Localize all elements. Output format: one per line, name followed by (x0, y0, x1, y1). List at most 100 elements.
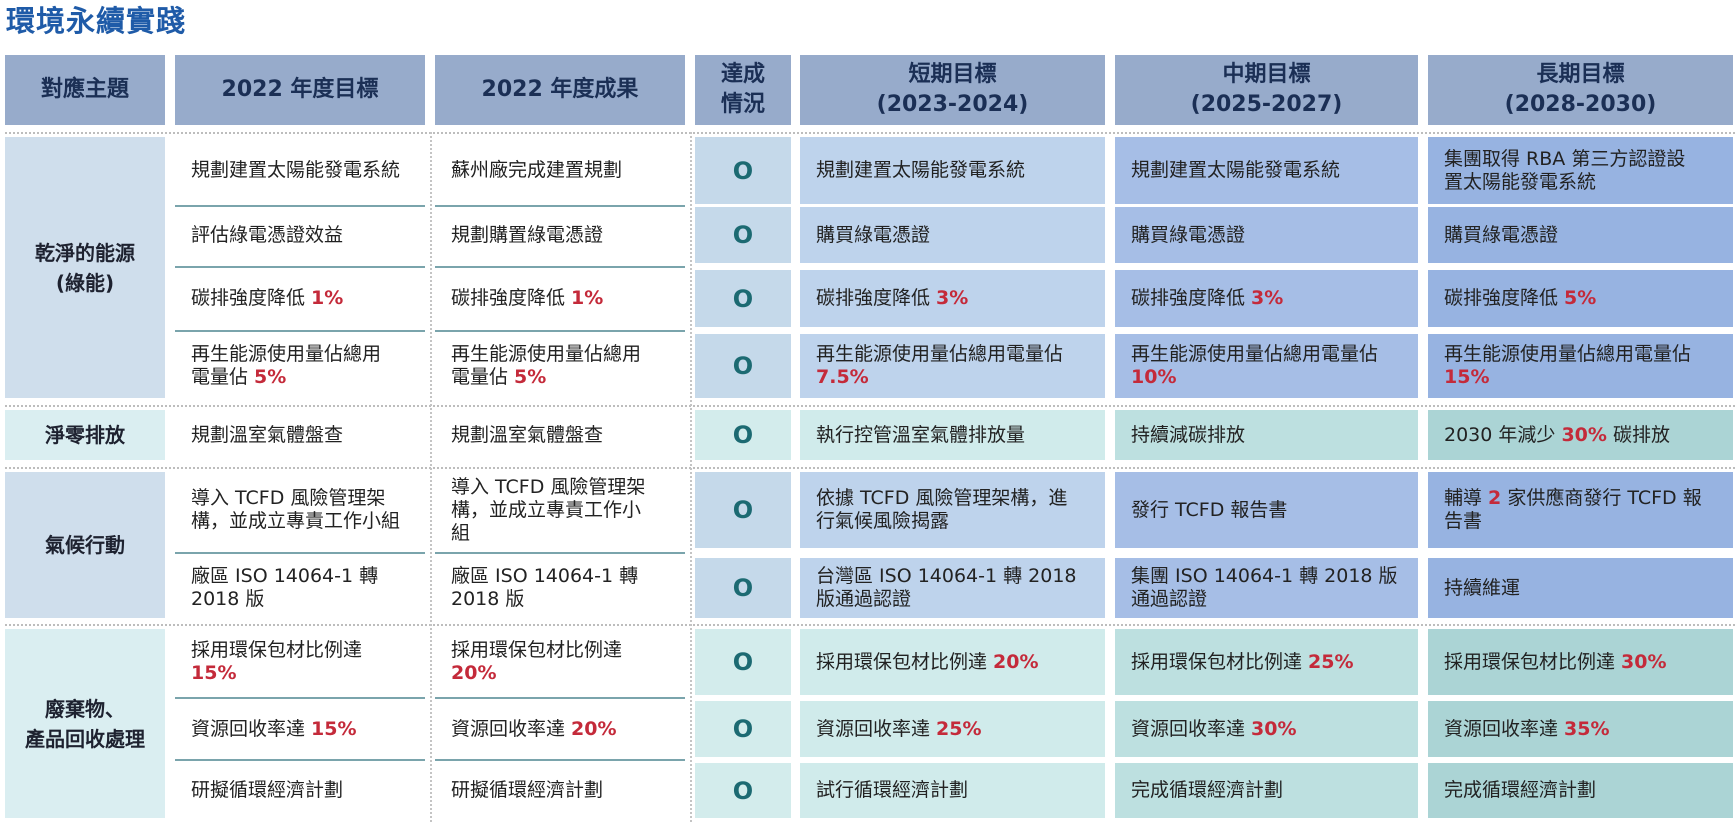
header-long-term: 長期目標 (2028-2030) (1428, 55, 1733, 125)
cell-text: 電量佔 (451, 366, 515, 388)
cell-line: 碳排強度降低 1% (191, 287, 343, 310)
short-term-cell: 依據 TCFD 風險管理架構，進 行氣候風險揭露 (800, 472, 1105, 548)
header-target-2022: 2022 年度目標 (175, 55, 425, 125)
mid-term-cell: 集團 ISO 14064-1 轉 2018 版通過認證 (1115, 558, 1418, 618)
cell-text: 碳排強度降低 (191, 287, 312, 309)
cell-text: 規劃建置太陽能發電系統 (191, 159, 401, 181)
cell-line: 執行控管溫室氣體排放量 (816, 424, 1025, 447)
cell-line: 規劃建置太陽能發電系統 (816, 159, 1025, 182)
result-2022-cell: 資源回收率達 20% (435, 701, 685, 757)
highlight-value: 20% (993, 650, 1039, 673)
header-long-line1: 長期目標 (1536, 62, 1625, 87)
highlight-value: 5% (1564, 287, 1597, 309)
cell-text: 資源回收率達 (1444, 717, 1565, 740)
highlight-value: 1% (311, 287, 344, 309)
cell-text: 2018 版 (451, 588, 525, 610)
header-short-line1: 短期目標 (908, 62, 997, 87)
cell-line: 台灣區 ISO 14064-1 轉 2018 (816, 565, 1077, 588)
cell-text: 廠區 ISO 14064-1 轉 (451, 565, 639, 587)
row-divider (175, 330, 425, 332)
row-divider (175, 205, 425, 207)
row-divider (175, 552, 425, 554)
highlight-value: 3% (936, 287, 969, 309)
mid-term-cell: 資源回收率達 30% (1115, 701, 1418, 757)
long-term-cell: 碳排強度降低 5% (1428, 270, 1733, 327)
cell-text: 導入 TCFD 風險管理架 (451, 475, 646, 498)
theme-label: 氣候行動 (45, 533, 125, 557)
cell-line: 20% (451, 662, 496, 685)
cell-line: 規劃溫室氣體盤查 (451, 424, 603, 447)
cell-text: 置太陽能發電系統 (1444, 170, 1597, 193)
cell-line: 研擬循環經濟計劃 (191, 779, 343, 802)
cell-line: 發行 TCFD 報告書 (1131, 499, 1287, 522)
cell-text: 電量佔 (191, 366, 255, 388)
cell-text: 採用環保包材比例達 (451, 639, 623, 661)
result-2022-cell: 規劃購置綠電憑證 (435, 207, 685, 263)
cell-text: 構，並成立專責工作小組 (191, 510, 401, 532)
highlight-value: 1% (571, 287, 604, 309)
header-result-2022-label: 2022 年度成果 (481, 77, 639, 102)
highlight-value: 3% (1251, 287, 1284, 309)
cell-line: 碳排強度降低 3% (816, 287, 968, 310)
cell-line: 集團 ISO 14064-1 轉 2018 版 (1131, 565, 1398, 588)
cell-line: 再生能源使用量佔總用 (451, 343, 641, 366)
result-2022-cell: 再生能源使用量佔總用 電量佔 5% (435, 334, 685, 398)
cell-text: 規劃建置太陽能發電系統 (816, 159, 1026, 181)
header-short-line2: (2023-2024) (876, 92, 1029, 117)
cell-line: 構，並成立專責工作小 (451, 499, 641, 522)
short-term-cell: 資源回收率達 25% (800, 701, 1105, 757)
row-divider (435, 697, 685, 699)
target-2022-cell: 廠區 ISO 14064-1 轉 2018 版 (175, 558, 425, 618)
cell-text: 台灣區 ISO 14064-1 轉 2018 (816, 565, 1077, 587)
cell-text: 資源回收率達 (451, 717, 572, 740)
cell-line: 15% (1444, 366, 1489, 389)
highlight-value: 25% (1308, 650, 1354, 673)
mid-term-cell: 再生能源使用量佔總用電量佔 10% (1115, 334, 1418, 398)
header-mid-line2: (2025-2027) (1190, 92, 1343, 117)
cell-line: 持續減碳排放 (1131, 424, 1245, 447)
target-2022-cell: 規劃建置太陽能發電系統 (175, 137, 425, 204)
short-term-cell: 試行循環經濟計劃 (800, 763, 1105, 818)
cell-text: 持續減碳排放 (1131, 423, 1246, 446)
theme-cell: 廢棄物、 產品回收處理 (5, 629, 165, 818)
long-term-cell: 持續維運 (1428, 558, 1733, 618)
highlight-value: 30% (1621, 650, 1667, 673)
cell-text: 再生能源使用量佔總用 (191, 343, 382, 365)
cell-line: 導入 TCFD 風險管理架 (191, 487, 385, 510)
cell-line: 依據 TCFD 風險管理架構，進 (816, 487, 1067, 510)
cell-line: 碳排強度降低 3% (1131, 287, 1283, 310)
cell-line: 資源回收率達 15% (191, 718, 357, 741)
status-mark: O (695, 334, 791, 398)
cell-text: 採用環保包材比例達 (1444, 650, 1622, 673)
cell-text: 採用環保包材比例達 (191, 639, 363, 661)
cell-line: 購買綠電憑證 (816, 224, 930, 247)
header-result-2022: 2022 年度成果 (435, 55, 685, 125)
theme-label: (綠能) (55, 270, 115, 295)
cell-text: 碳排放 (1606, 423, 1670, 446)
result-2022-cell: 研擬循環經濟計劃 (435, 763, 685, 818)
page-title: 環境永續實踐 (6, 4, 187, 38)
cell-line: 採用環保包材比例達 20% (816, 651, 1039, 674)
cell-line: 2018 版 (451, 588, 524, 611)
cell-line: 2030 年減少 30% 碳排放 (1444, 424, 1670, 447)
cell-line: 完成循環經濟計劃 (1444, 779, 1596, 802)
highlight-value: 10% (1131, 366, 1177, 388)
cell-text: 資源回收率達 (1131, 717, 1252, 740)
short-term-cell: 再生能源使用量佔總用電量佔 7.5% (800, 334, 1105, 398)
cell-text: 版通過認證 (816, 588, 912, 610)
cell-text: 再生能源使用量佔總用電量佔 (816, 343, 1064, 365)
cell-line: 電量佔 5% (191, 366, 286, 389)
cell-line: 置太陽能發電系統 (1444, 171, 1596, 194)
header-target-2022-label: 2022 年度目標 (221, 77, 379, 102)
cell-text: 規劃溫室氣體盤查 (451, 423, 604, 446)
cell-line: 資源回收率達 35% (1444, 718, 1610, 741)
cell-line: 組 (451, 522, 470, 545)
header-status-line1: 達成 (720, 62, 765, 87)
cell-line: 集團取得 RBA 第三方認證設 (1444, 148, 1685, 171)
target-2022-cell: 規劃溫室氣體盤查 (175, 410, 425, 460)
status-mark: O (695, 629, 791, 695)
result-2022-cell: 導入 TCFD 風險管理架 構，並成立專責工作小組 (435, 472, 685, 548)
status-mark: O (695, 472, 791, 548)
cell-text: 碳排強度降低 (1131, 287, 1252, 309)
cell-line: 構，並成立專責工作小組 (191, 510, 400, 533)
